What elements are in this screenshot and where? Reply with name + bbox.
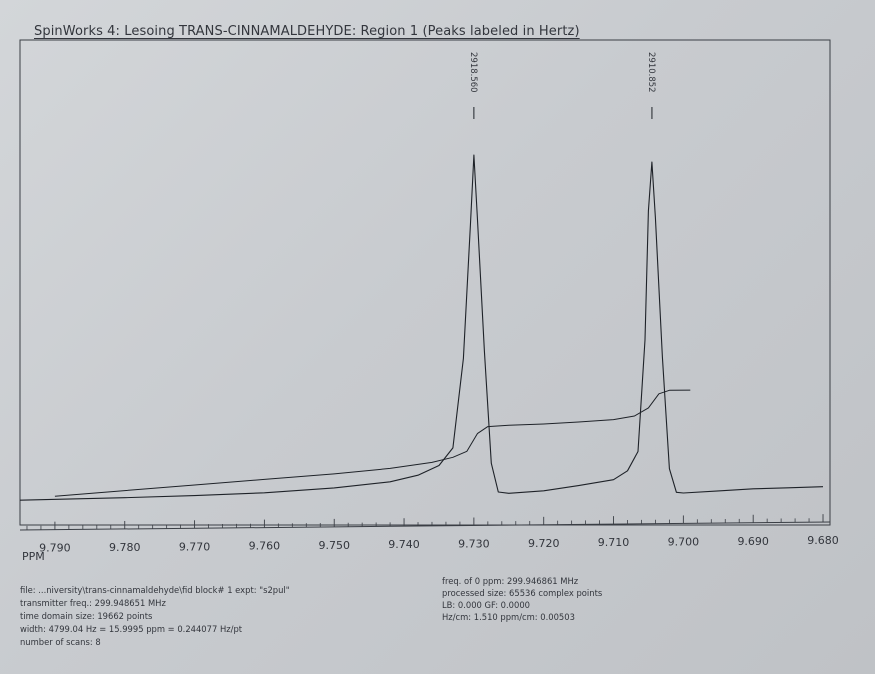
x-axis-tick-label: 9.680 [807, 534, 839, 547]
x-axis-tick-label: 9.700 [668, 535, 700, 548]
integral-curve [54, 389, 691, 497]
info-line-domain-size: time domain size: 19662 points [20, 611, 153, 621]
x-axis-unit-label: PPM [22, 550, 45, 563]
x-axis-tick-label: 9.790 [39, 542, 71, 555]
x-axis-tick-label: 9.770 [179, 540, 211, 553]
x-axis-line [19, 521, 831, 531]
info-line-width: width: 4799.04 Hz = 15.9995 ppm = 0.2440… [20, 624, 243, 634]
spectrum-trace [19, 154, 824, 501]
processing-info: freq. of 0 ppm: 299.946861 MHz processed… [442, 575, 602, 623]
x-axis-tick-label: 9.690 [737, 535, 769, 548]
peak-label: 2918.560 [468, 52, 478, 93]
x-axis-tick-label: 9.750 [318, 539, 350, 552]
info-line-file: file: ...niversity\trans-cinnamaldehyde\… [20, 585, 290, 595]
x-axis-tick-label: 9.780 [109, 541, 141, 554]
info-line-zero-ppm-freq: freq. of 0 ppm: 299.946861 MHz [442, 576, 579, 586]
peak-label: 2910.852 [646, 52, 656, 93]
x-axis-tick-label: 9.740 [388, 538, 420, 551]
info-line-lb-gf: LB: 0.000 GF: 0.0000 [442, 600, 530, 610]
info-line-transmitter-freq: transmitter freq.: 299.948651 MHz [20, 598, 166, 608]
info-line-scans: number of scans: 8 [20, 637, 101, 647]
x-axis-tick-label: 9.720 [528, 537, 560, 550]
x-axis-tick-label: 9.730 [458, 538, 490, 551]
acquisition-info: file: ...niversity\trans-cinnamaldehyde\… [20, 584, 290, 649]
plot-frame [19, 39, 831, 526]
page-title: SpinWorks 4: Lesoing TRANS-CINNAMALDEHYD… [34, 24, 580, 39]
x-axis-tick-label: 9.710 [598, 536, 630, 549]
info-line-hz-per-cm: Hz/cm: 1.510 ppm/cm: 0.00503 [442, 612, 575, 622]
info-line-processed-size: processed size: 65536 complex points [442, 588, 603, 598]
x-axis-tick-label: 9.760 [249, 540, 281, 553]
